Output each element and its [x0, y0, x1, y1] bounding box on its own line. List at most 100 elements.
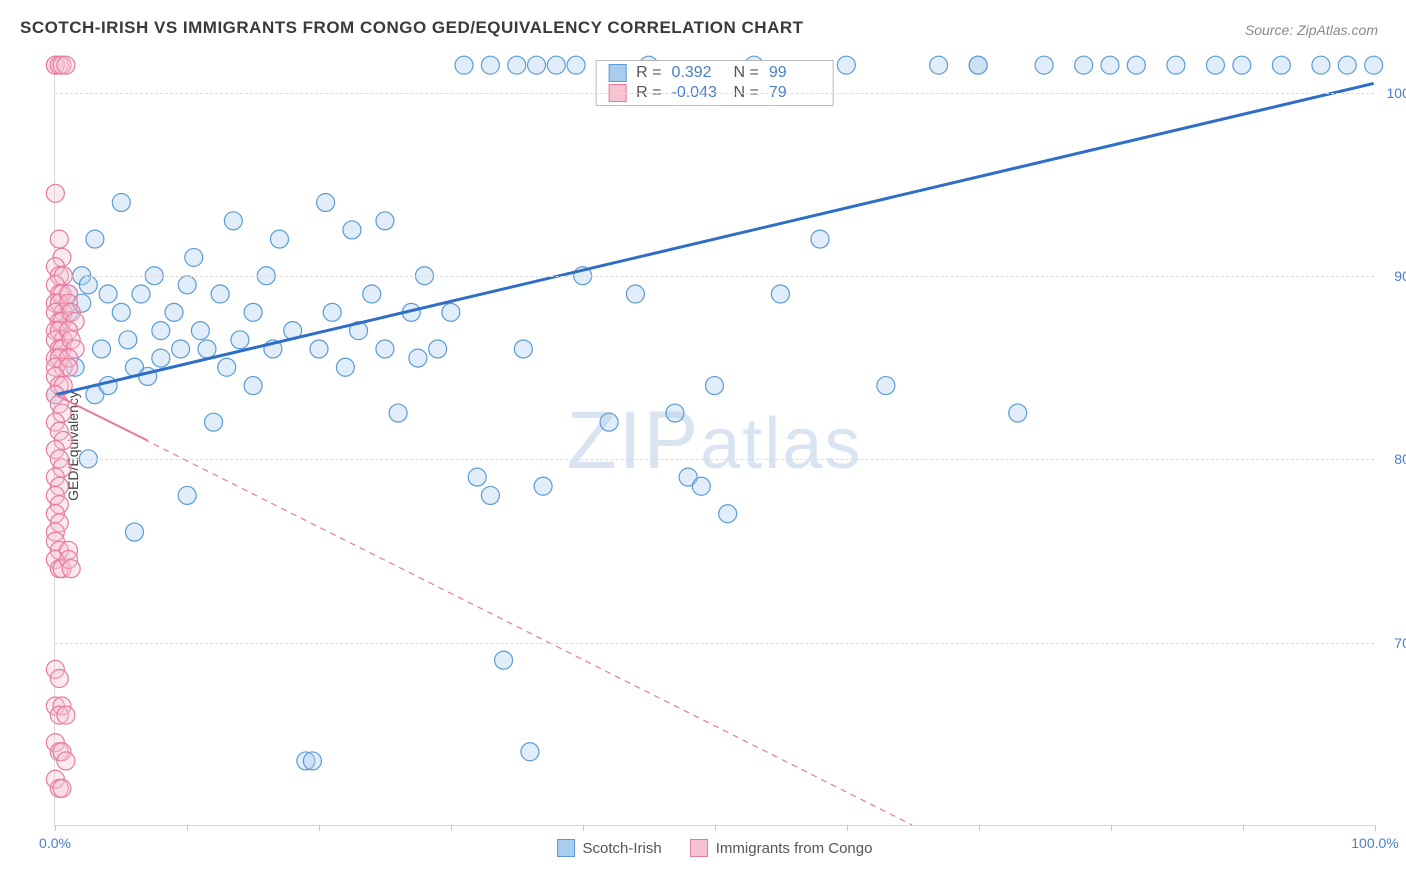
- scatter-point: [930, 56, 948, 74]
- chart-title: SCOTCH-IRISH VS IMMIGRANTS FROM CONGO GE…: [20, 18, 804, 38]
- scatter-point: [172, 340, 190, 358]
- xtick-mark: [451, 825, 452, 831]
- xtick-label: 0.0%: [39, 835, 71, 851]
- xtick-label: 100.0%: [1351, 835, 1398, 851]
- ytick-label: 80.0%: [1382, 451, 1406, 467]
- scatter-point: [455, 56, 473, 74]
- scatter-point: [1127, 56, 1145, 74]
- scatter-point: [57, 752, 75, 770]
- scatter-point: [514, 340, 532, 358]
- scatter-point: [481, 56, 499, 74]
- scatter-point: [165, 303, 183, 321]
- scatter-point: [481, 486, 499, 504]
- scatter-point: [57, 706, 75, 724]
- scatter-point: [495, 651, 513, 669]
- scatter-point: [218, 358, 236, 376]
- n-value-1: 99: [769, 64, 821, 82]
- scatter-point: [508, 56, 526, 74]
- scatter-point: [112, 303, 130, 321]
- scatter-point: [57, 56, 75, 74]
- scatter-point: [93, 340, 111, 358]
- scatter-point: [666, 404, 684, 422]
- scatter-point: [376, 340, 394, 358]
- scatter-point: [50, 230, 68, 248]
- scatter-point: [534, 477, 552, 495]
- scatter-point: [877, 377, 895, 395]
- scatter-point: [969, 56, 987, 74]
- scatter-point: [303, 752, 321, 770]
- scatter-point: [224, 212, 242, 230]
- scatter-point: [567, 56, 585, 74]
- scatter-point: [211, 285, 229, 303]
- scatter-point: [600, 413, 618, 431]
- scatter-point: [152, 349, 170, 367]
- scatter-point: [112, 193, 130, 211]
- scatter-point: [429, 340, 447, 358]
- scatter-point: [178, 486, 196, 504]
- gridline: [55, 459, 1374, 460]
- scatter-point: [409, 349, 427, 367]
- xtick-mark: [715, 825, 716, 831]
- scatter-point: [244, 377, 262, 395]
- scatter-point: [811, 230, 829, 248]
- xtick-mark: [319, 825, 320, 831]
- scatter-point: [270, 230, 288, 248]
- scatter-point: [1075, 56, 1093, 74]
- gridline: [55, 643, 1374, 644]
- scatter-point: [343, 221, 361, 239]
- xtick-mark: [1243, 825, 1244, 831]
- legend-item-series2: Immigrants from Congo: [690, 839, 873, 857]
- scatter-point: [442, 303, 460, 321]
- gridline: [55, 93, 1374, 94]
- scatter-point: [125, 523, 143, 541]
- swatch-bottom-1: [557, 839, 575, 857]
- scatter-point: [1338, 56, 1356, 74]
- ytick-label: 70.0%: [1382, 635, 1406, 651]
- legend-item-series1: Scotch-Irish: [557, 839, 662, 857]
- scatter-point: [178, 276, 196, 294]
- swatch-bottom-2: [690, 839, 708, 857]
- scatter-point: [1035, 56, 1053, 74]
- scatter-point: [231, 331, 249, 349]
- scatter-point: [626, 285, 644, 303]
- r-value-1: 0.392: [672, 64, 724, 82]
- scatter-point: [310, 340, 328, 358]
- scatter-point: [547, 56, 565, 74]
- scatter-point: [191, 322, 209, 340]
- scatter-point: [198, 340, 216, 358]
- scatter-point: [363, 285, 381, 303]
- scatter-point: [1101, 56, 1119, 74]
- scatter-point: [1233, 56, 1251, 74]
- xtick-mark: [847, 825, 848, 831]
- xtick-mark: [979, 825, 980, 831]
- plot-area: ZIPatlas R = 0.392 N = 99 R = -0.043 N =…: [54, 56, 1374, 826]
- scatter-point: [86, 230, 104, 248]
- xtick-mark: [187, 825, 188, 831]
- r-label-1: R =: [636, 64, 661, 82]
- ytick-label: 90.0%: [1382, 268, 1406, 284]
- scatter-point: [376, 212, 394, 230]
- scatter-point: [119, 331, 137, 349]
- scatter-point: [336, 358, 354, 376]
- scatter-point: [837, 56, 855, 74]
- legend-label-1: Scotch-Irish: [583, 840, 662, 857]
- scatter-point: [50, 670, 68, 688]
- source-attribution: Source: ZipAtlas.com: [1245, 22, 1378, 38]
- scatter-point: [62, 560, 80, 578]
- scatter-point: [79, 276, 97, 294]
- scatter-point: [1272, 56, 1290, 74]
- scatter-point: [528, 56, 546, 74]
- scatter-point: [185, 248, 203, 266]
- scatter-point: [46, 184, 64, 202]
- scatter-point: [205, 413, 223, 431]
- swatch-series1: [608, 64, 626, 82]
- scatter-point: [692, 477, 710, 495]
- scatter-point: [719, 505, 737, 523]
- scatter-point: [132, 285, 150, 303]
- scatter-point: [389, 404, 407, 422]
- xtick-mark: [1111, 825, 1112, 831]
- xtick-mark: [55, 825, 56, 831]
- gridline: [55, 276, 1374, 277]
- trend-line: [55, 83, 1373, 394]
- scatter-point: [53, 779, 71, 797]
